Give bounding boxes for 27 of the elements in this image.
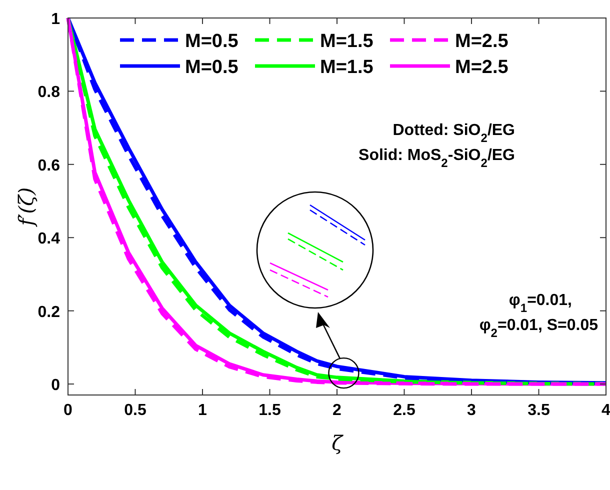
legend-label: M=1.5 xyxy=(320,31,374,52)
legend-label: M=2.5 xyxy=(455,57,509,78)
y-axis-title: f′(ζ) xyxy=(14,187,38,228)
y-tick-label: 1 xyxy=(51,11,60,28)
legend-label: M=0.5 xyxy=(185,31,239,52)
y-tick-label: 0.4 xyxy=(38,230,60,248)
annotation: φ$_{2}$=0.01, S=0.05 xyxy=(479,317,598,340)
legend-label: M=2.5 xyxy=(455,31,509,52)
annotation: φ$_{1}$=0.01, xyxy=(508,292,572,315)
annotation: Dotted: SiO$_{2}$/EG xyxy=(392,122,515,145)
legend-label: M=0.5 xyxy=(185,57,239,78)
x-tick-label: 2 xyxy=(332,402,342,419)
y-tick-label: 0 xyxy=(51,377,60,394)
x-axis-title: ζ xyxy=(332,431,344,455)
y-tick-label: 0.8 xyxy=(38,84,60,102)
x-tick-label: 4 xyxy=(602,402,610,419)
annotation: Solid: MoS$_{2}$-SiO$_{2}$/EG xyxy=(358,147,515,170)
x-tick-label: 3.5 xyxy=(528,402,550,419)
x-tick-label: 0 xyxy=(64,402,73,419)
x-tick-label: 1.5 xyxy=(258,402,281,419)
x-tick-label: 2.5 xyxy=(393,402,416,419)
x-tick-label: 1 xyxy=(198,402,208,419)
y-tick-label: 0.6 xyxy=(38,157,60,174)
x-tick-label: 0.5 xyxy=(124,402,146,419)
legend-label: M=1.5 xyxy=(320,57,374,78)
y-tick-label: 0.2 xyxy=(38,304,60,321)
x-tick-label: 3 xyxy=(467,402,476,419)
